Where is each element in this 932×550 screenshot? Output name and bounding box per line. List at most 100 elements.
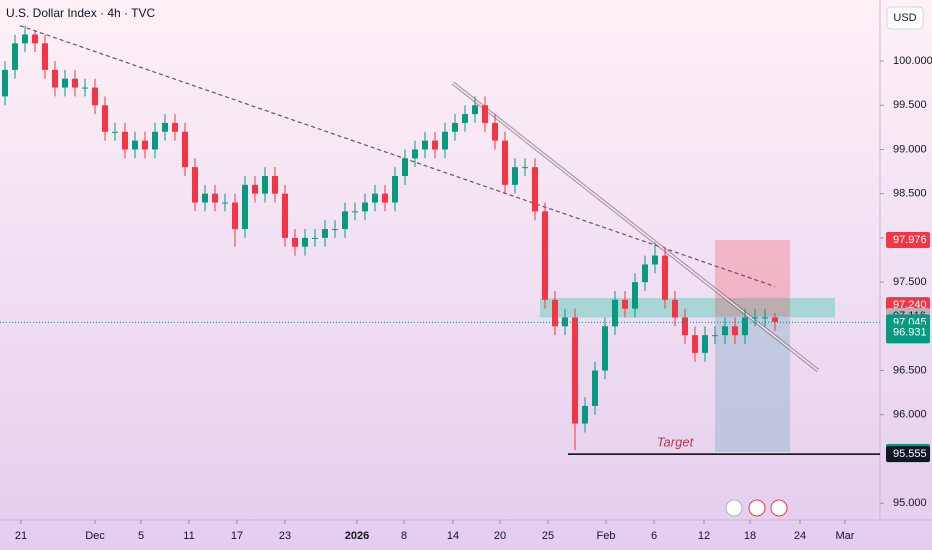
- candle-body: [62, 78, 68, 88]
- candle-body: [222, 202, 228, 204]
- candle-body: [382, 193, 388, 203]
- currency: USD: [893, 12, 916, 24]
- price-flag-label: 97.240: [893, 299, 927, 311]
- y-tick-label: 96.500: [893, 364, 927, 376]
- candle-body: [712, 335, 718, 337]
- x-tick-label: 17: [231, 530, 243, 542]
- candle-body: [52, 69, 58, 88]
- x-tick-label: Mar: [836, 530, 855, 542]
- candle-body: [372, 193, 378, 203]
- candle-body: [552, 299, 558, 327]
- price-flag-label: 95.555: [893, 448, 927, 460]
- candle-body: [362, 202, 368, 212]
- x-tick-label: 20: [494, 530, 506, 542]
- candle-body: [532, 167, 538, 212]
- candle-body: [512, 167, 518, 185]
- candle-body: [482, 105, 488, 123]
- candle-body: [722, 326, 728, 336]
- candle-body: [152, 131, 158, 150]
- x-tick-label: 25: [542, 530, 554, 542]
- x-tick-label: 18: [744, 530, 756, 542]
- price-flag-label: 96.931: [893, 326, 927, 338]
- candle-body: [412, 149, 418, 159]
- trendline-core: [452, 82, 819, 371]
- candle-body: [732, 326, 738, 336]
- candle-body: [702, 335, 708, 353]
- x-tick-label: 23: [279, 530, 291, 542]
- candle-body: [212, 193, 218, 203]
- candle-body: [322, 229, 328, 238]
- candle-body: [572, 317, 578, 424]
- candle-body: [402, 158, 408, 176]
- candle-body: [522, 167, 528, 169]
- candle-body: [652, 255, 658, 265]
- candle-body: [252, 184, 258, 194]
- candle-body: [692, 335, 698, 353]
- candle-body: [592, 370, 598, 406]
- x-tick-label: Feb: [597, 530, 616, 542]
- candle-body: [2, 69, 8, 97]
- candle-body: [772, 317, 778, 322]
- target-box: [715, 316, 790, 452]
- y-tick-label: 95.000: [893, 497, 927, 509]
- candle-body: [112, 131, 118, 133]
- candle-body: [272, 175, 278, 194]
- candle-body: [132, 140, 138, 150]
- candle-body: [42, 43, 48, 70]
- candle-body: [622, 299, 628, 309]
- price-flag: [886, 232, 930, 249]
- price-flag: [886, 324, 930, 341]
- candle-body: [312, 237, 318, 239]
- x-tick-label: 2026: [345, 530, 369, 542]
- candle-body: [562, 317, 568, 327]
- y-tick-label: 99.500: [893, 99, 927, 111]
- candle-body: [682, 317, 688, 336]
- stop-box: [715, 240, 790, 317]
- x-tick-label: Dec: [85, 530, 105, 542]
- candle-body: [762, 317, 768, 319]
- y-tick-label: 99.000: [893, 143, 927, 155]
- candle-body: [502, 140, 508, 185]
- candle-body: [262, 175, 268, 194]
- candle-body: [472, 105, 478, 115]
- currency-box[interactable]: [886, 6, 924, 30]
- x-tick-label: 12: [698, 530, 710, 542]
- x-tick-label: 21: [15, 530, 27, 542]
- candle-body: [392, 175, 398, 203]
- x-tick-label: 24: [794, 530, 806, 542]
- candle-body: [352, 211, 358, 213]
- candle-body: [752, 317, 758, 319]
- candle-body: [172, 122, 178, 132]
- candle-body: [22, 34, 28, 44]
- candle-body: [72, 78, 78, 88]
- candle-body: [452, 122, 458, 132]
- candle-body: [302, 237, 308, 247]
- candle-body: [162, 122, 168, 132]
- candle-body: [632, 282, 638, 309]
- candle-body: [642, 264, 648, 283]
- candle-body: [462, 114, 468, 123]
- candle-body: [82, 87, 88, 89]
- candle-body: [542, 211, 548, 300]
- candle-body: [442, 131, 448, 150]
- candle-body: [192, 167, 198, 203]
- candle-body: [242, 184, 248, 230]
- candle-body: [92, 87, 98, 106]
- candle-body: [342, 211, 348, 230]
- candle-body: [32, 34, 38, 44]
- price-flag-label: 97.976: [893, 234, 927, 246]
- candle-body: [332, 229, 338, 231]
- candle-body: [202, 193, 208, 203]
- candle-body: [102, 105, 108, 132]
- candle-body: [142, 140, 148, 150]
- candle-body: [12, 43, 18, 70]
- candle-body: [742, 317, 748, 336]
- zone: [540, 298, 835, 318]
- candle-body: [182, 131, 188, 168]
- y-tick-label: 97.500: [893, 276, 927, 288]
- x-tick-label: 11: [183, 530, 194, 542]
- price-flag: [886, 446, 930, 463]
- candle-body: [422, 140, 428, 150]
- candle-body: [672, 299, 678, 318]
